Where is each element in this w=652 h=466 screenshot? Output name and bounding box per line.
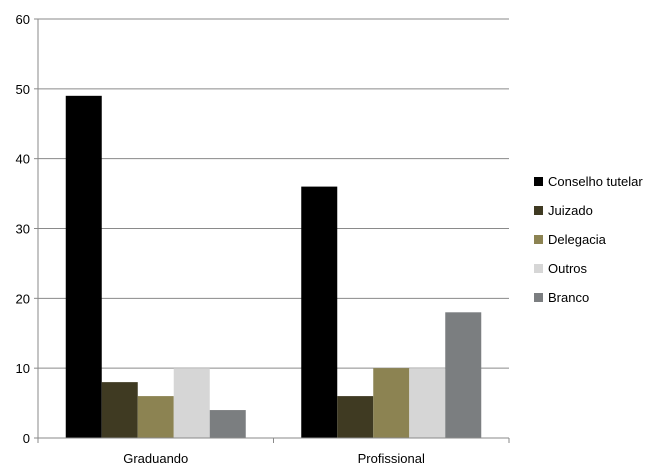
legend-swatch <box>534 206 543 215</box>
legend-label: Branco <box>548 290 589 305</box>
x-category-label: Graduando <box>123 451 188 466</box>
x-category-label: Profissional <box>358 451 425 466</box>
legend: Conselho tutelar Juizado Delegacia Outros Br… <box>534 174 643 305</box>
bar-conselho-tutelar-profissional <box>301 186 338 438</box>
legend-swatch <box>534 264 543 273</box>
bars <box>65 95 482 439</box>
bar-juizado-profissional <box>337 396 374 438</box>
bar-outros-profissional <box>409 368 446 438</box>
y-tick-label: 30 <box>16 222 30 237</box>
bar-delegacia-profissional <box>373 368 410 438</box>
x-axis-category-labels: Graduando Profissional <box>123 451 425 466</box>
legend-swatch <box>534 293 543 302</box>
legend-label: Delegacia <box>548 232 607 247</box>
y-tick-label: 50 <box>16 82 30 97</box>
legend-swatch <box>534 177 543 186</box>
legend-label: Outros <box>548 261 588 276</box>
bar-branco-graduando <box>209 410 246 438</box>
bar-delegacia-graduando <box>137 396 174 438</box>
y-tick-label: 0 <box>23 431 30 446</box>
y-tick-label: 40 <box>16 152 30 167</box>
y-axis-tick-labels: 0 10 20 30 40 50 60 <box>16 12 38 446</box>
bar-branco-profissional <box>445 312 482 438</box>
y-tick-label: 20 <box>16 291 30 306</box>
bar-conselho-tutelar-graduando <box>65 95 102 439</box>
gridlines <box>38 18 509 369</box>
y-tick-label: 10 <box>16 361 30 376</box>
legend-label: Conselho tutelar <box>548 174 643 189</box>
y-tick-label: 60 <box>16 12 30 27</box>
bar-outros-graduando <box>173 368 210 438</box>
legend-swatch <box>534 235 543 244</box>
legend-label: Juizado <box>548 203 593 218</box>
bar-juizado-graduando <box>101 382 138 438</box>
axes <box>37 19 510 443</box>
